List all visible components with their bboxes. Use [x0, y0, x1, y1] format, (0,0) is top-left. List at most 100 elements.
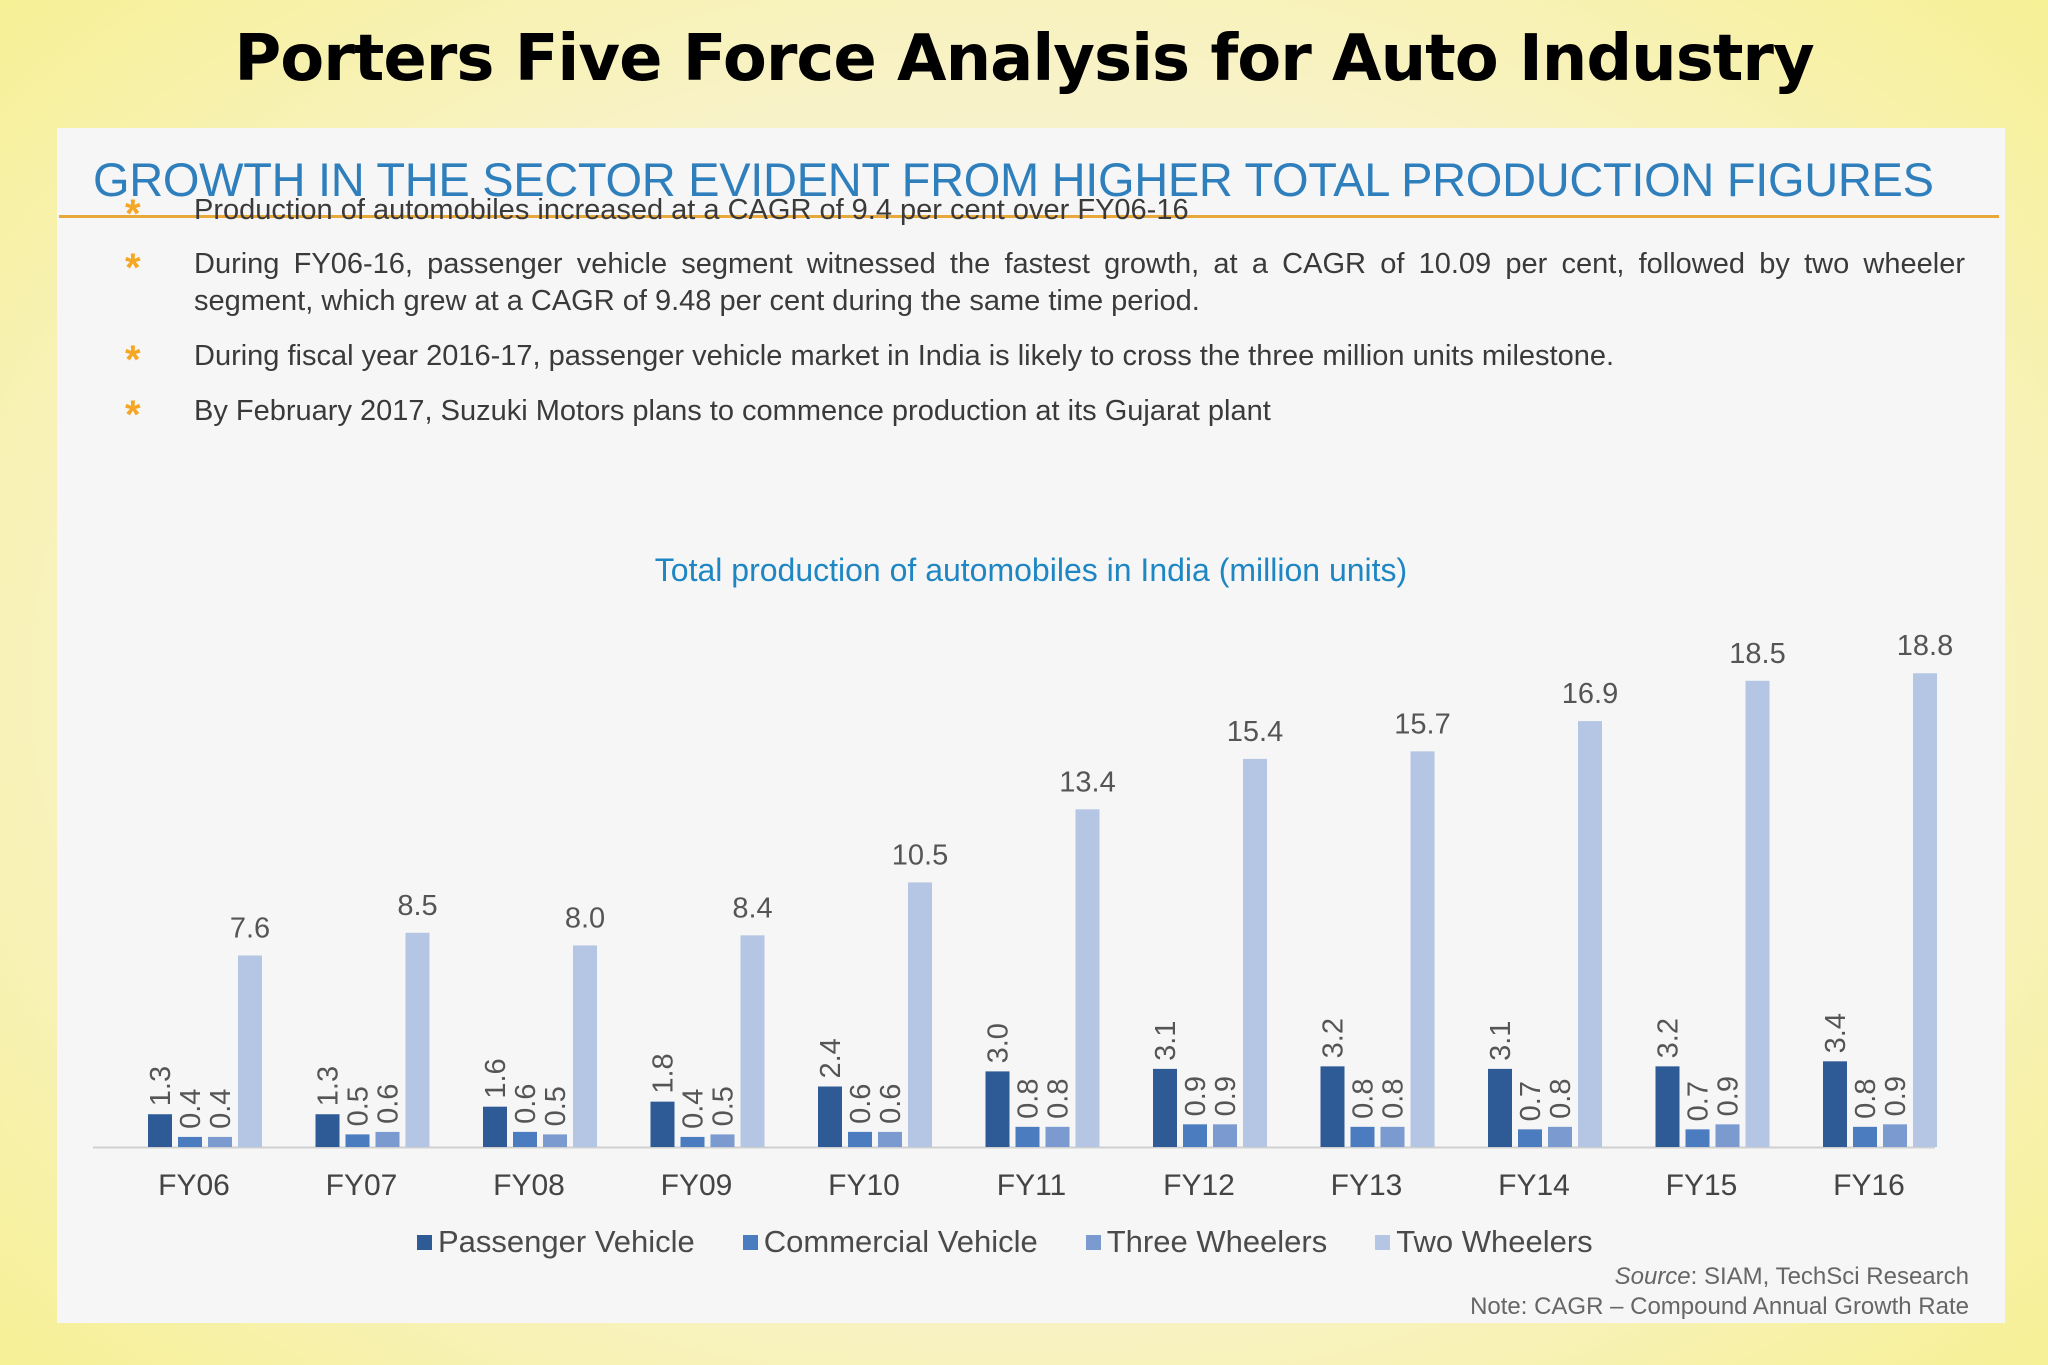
heading-divider — [59, 215, 1999, 218]
bar-passenger-vehicle — [1153, 1068, 1177, 1147]
data-label: 0.6 — [510, 1084, 542, 1124]
bar-commercial-vehicle — [1685, 1129, 1710, 1147]
bullet-text: During FY06-16, passenger vehicle segmen… — [194, 248, 1965, 317]
data-label: 0.7 — [1683, 1081, 1715, 1121]
bar-commercial-vehicle — [1183, 1124, 1207, 1147]
data-label: 8.5 — [397, 890, 437, 922]
data-label: 0.6 — [845, 1084, 877, 1124]
data-label: 15.4 — [1227, 716, 1283, 748]
bar-three-wheelers — [375, 1131, 400, 1147]
data-label: 18.8 — [1897, 630, 1953, 662]
x-tick-label: FY07 — [326, 1169, 398, 1202]
bar-two-wheelers — [1913, 673, 1937, 1147]
bar-three-wheelers — [710, 1134, 735, 1147]
asterisk-icon: * — [125, 393, 141, 437]
data-label: 3.4 — [1820, 1013, 1852, 1053]
bar-commercial-vehicle — [1350, 1126, 1375, 1147]
data-label: 7.6 — [230, 912, 270, 944]
data-label: 13.4 — [1059, 766, 1115, 798]
bar-passenger-vehicle — [818, 1086, 842, 1147]
x-tick-label: FY10 — [828, 1169, 900, 1202]
data-label: 0.6 — [875, 1084, 907, 1124]
data-label: 0.8 — [1013, 1079, 1045, 1119]
source-note: Source: SIAM, TechSci Research Note: CAG… — [1470, 1262, 1969, 1322]
bar-two-wheelers — [908, 882, 932, 1147]
data-label: 2.4 — [815, 1038, 847, 1078]
panel-heading: GROWTH IN THE SECTOR EVIDENT FROM HIGHER… — [93, 153, 1934, 206]
legend-label: Three Wheelers — [1106, 1224, 1328, 1259]
data-label: 0.4 — [175, 1089, 207, 1129]
data-label: 0.9 — [1210, 1076, 1242, 1116]
bar-commercial-vehicle — [848, 1131, 872, 1147]
bar-commercial-vehicle — [1853, 1126, 1877, 1147]
bar-two-wheelers — [740, 935, 765, 1147]
bar-two-wheelers — [573, 945, 597, 1147]
bar-commercial-vehicle — [178, 1136, 202, 1147]
data-label: 18.5 — [1729, 638, 1785, 670]
bar-three-wheelers — [543, 1134, 567, 1147]
bar-commercial-vehicle — [1015, 1126, 1040, 1147]
source-text: : SIAM, TechSci Research — [1690, 1263, 1969, 1290]
content-panel: GROWTH IN THE SECTOR EVIDENT FROM HIGHER… — [57, 128, 2005, 1323]
bar-passenger-vehicle — [650, 1101, 675, 1147]
data-label: 1.3 — [145, 1066, 177, 1106]
legend-label: Two Wheelers — [1396, 1224, 1593, 1259]
x-tick-label: FY14 — [1498, 1169, 1570, 1202]
legend-swatch — [742, 1234, 758, 1250]
data-label: 0.8 — [1043, 1079, 1075, 1119]
bar-three-wheelers — [1715, 1124, 1740, 1147]
data-label: 8.4 — [732, 892, 772, 924]
legend-item: Two Wheelers — [1375, 1224, 1593, 1260]
data-label: 3.1 — [1150, 1021, 1182, 1061]
bar-two-wheelers — [238, 955, 262, 1147]
bar-commercial-vehicle — [1518, 1129, 1542, 1147]
data-label: 10.5 — [892, 839, 948, 871]
bar-commercial-vehicle — [513, 1131, 537, 1147]
bar-three-wheelers — [878, 1131, 902, 1147]
chart-title: Total production of automobiles in India… — [654, 552, 1408, 588]
x-tick-label: FY16 — [1833, 1169, 1905, 1202]
bullet-item: * During FY06-16, passenger vehicle segm… — [125, 246, 1965, 320]
bar-two-wheelers — [1745, 680, 1770, 1147]
x-tick-label: FY08 — [493, 1169, 565, 1202]
data-label: 0.8 — [1348, 1079, 1380, 1119]
data-label: 0.6 — [373, 1084, 405, 1124]
legend-label: Commercial Vehicle — [763, 1224, 1038, 1259]
bullet-text: By February 2017, Suzuki Motors plans to… — [194, 395, 1271, 427]
x-tick-label: FY06 — [158, 1169, 230, 1202]
bar-three-wheelers — [1548, 1126, 1572, 1147]
data-label: 0.9 — [1880, 1076, 1912, 1116]
bullet-item: * Production of automobiles increased at… — [125, 192, 1965, 236]
bar-two-wheelers — [1410, 751, 1435, 1147]
data-label: 1.8 — [648, 1053, 680, 1093]
data-label: 15.7 — [1394, 708, 1450, 740]
data-label: 0.9 — [1713, 1076, 1745, 1116]
legend-label: Passenger Vehicle — [438, 1224, 695, 1259]
data-label: 1.3 — [313, 1066, 345, 1106]
bar-commercial-vehicle — [680, 1136, 705, 1147]
data-label: 3.1 — [1485, 1021, 1517, 1061]
legend-item: Three Wheelers — [1085, 1224, 1328, 1260]
chart-legend: Passenger Vehicle Commercial Vehicle Three… — [417, 1222, 1641, 1262]
bullet-item: * During fiscal year 2016-17, passenger … — [125, 338, 1965, 382]
bar-passenger-vehicle — [985, 1071, 1010, 1147]
bar-passenger-vehicle — [1823, 1061, 1847, 1147]
bar-commercial-vehicle — [345, 1134, 370, 1147]
bar-passenger-vehicle — [148, 1114, 172, 1147]
data-label: 0.8 — [1378, 1079, 1410, 1119]
data-label: 0.7 — [1515, 1081, 1547, 1121]
data-label: 0.4 — [205, 1089, 237, 1129]
bar-two-wheelers — [1075, 809, 1100, 1147]
bar-two-wheelers — [405, 932, 430, 1147]
data-label: 16.9 — [1562, 678, 1618, 710]
bar-two-wheelers — [1578, 721, 1602, 1147]
data-label: 0.4 — [678, 1089, 710, 1129]
data-label: 0.5 — [708, 1086, 740, 1126]
data-label: 0.9 — [1180, 1076, 1212, 1116]
bar-three-wheelers — [1213, 1124, 1237, 1147]
bullet-item: * By February 2017, Suzuki Motors plans … — [125, 393, 1965, 437]
legend-swatch — [417, 1234, 432, 1250]
legend-swatch — [1085, 1234, 1101, 1250]
x-tick-label: FY13 — [1331, 1169, 1403, 1202]
source-line: Source: SIAM, TechSci Research — [1470, 1262, 1969, 1292]
